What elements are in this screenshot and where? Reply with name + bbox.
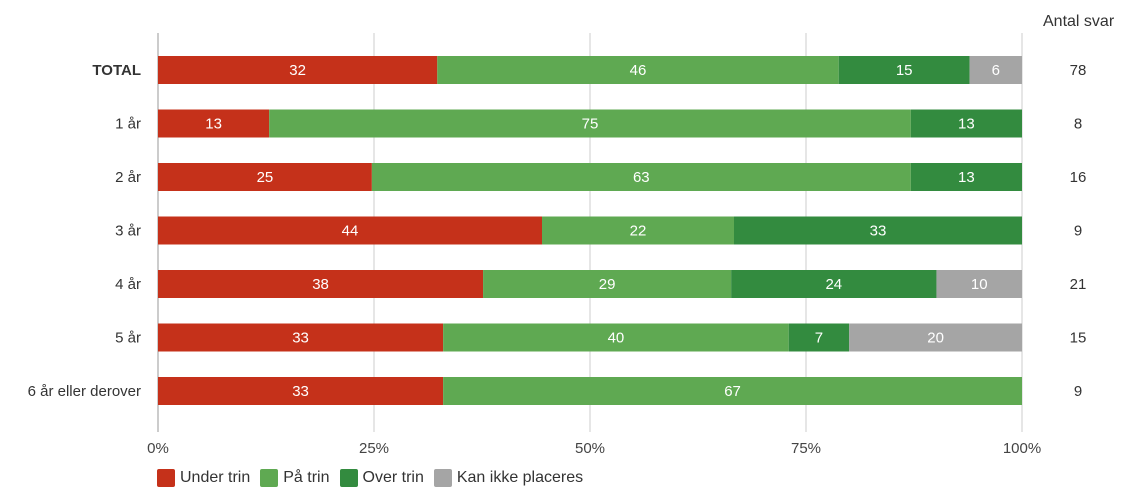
data-label-1-aar-over-trin: 13 xyxy=(958,116,975,133)
legend-label-paa-trin: På trin xyxy=(283,469,330,486)
count-value-4-aar: 21 xyxy=(1070,276,1087,293)
legend-label-over-trin: Over trin xyxy=(362,469,424,486)
bar-3-aar-under-trin xyxy=(158,216,542,245)
x-tick-label: 75% xyxy=(791,440,821,457)
count-value-1-aar: 8 xyxy=(1074,116,1082,133)
data-label-5-aar-over-trin: 7 xyxy=(815,330,823,347)
bar-3-aar-over-trin xyxy=(734,216,1022,245)
data-label-4-aar-over-trin: 24 xyxy=(825,276,842,293)
legend-swatch-paa-trin xyxy=(260,469,279,487)
legend-item-over-trin: Over trin xyxy=(339,469,424,487)
category-label-2-aar: 2 år xyxy=(115,169,141,186)
chart-legend: Under trin På trin Over trin Kan ikke pl… xyxy=(157,469,593,487)
data-label-6-aar-eller-derover-paa-trin: 67 xyxy=(724,383,741,400)
data-label-6-aar-eller-derover-under-trin: 33 xyxy=(292,383,309,400)
x-tick-label: 50% xyxy=(575,440,605,457)
bar-3-aar-paa-trin xyxy=(542,216,734,245)
bar-4-aar-over-trin xyxy=(731,270,937,298)
data-label-5-aar-paa-trin: 40 xyxy=(608,330,625,347)
legend-swatch-under-trin xyxy=(157,469,175,487)
data-label-3-aar-under-trin: 44 xyxy=(342,223,359,240)
bar-total-over-trin xyxy=(838,56,970,84)
bar-total-under-trin xyxy=(158,56,438,84)
legend-swatch-over-trin xyxy=(339,469,358,487)
bar-6-aar-eller-derover-under-trin xyxy=(158,377,444,405)
bar-4-aar-under-trin xyxy=(158,270,484,298)
x-tick-label: 25% xyxy=(359,440,389,457)
data-label-5-aar-kan-ikke-placeres: 20 xyxy=(927,330,944,347)
data-label-4-aar-paa-trin: 29 xyxy=(599,276,616,293)
data-label-total-under-trin: 32 xyxy=(289,62,306,79)
bar-1-aar-over-trin xyxy=(910,109,1022,138)
count-column-header: Antal svar xyxy=(1043,13,1115,30)
data-label-total-over-trin: 15 xyxy=(896,62,913,79)
data-label-total-kan-ikke-placeres: 6 xyxy=(992,62,1000,79)
bar-6-aar-eller-derover-paa-trin xyxy=(443,377,1022,405)
x-tick-label: 0% xyxy=(147,440,169,457)
data-label-5-aar-under-trin: 33 xyxy=(292,330,309,347)
data-label-1-aar-under-trin: 13 xyxy=(205,116,222,133)
count-value-2-aar: 16 xyxy=(1070,169,1087,186)
data-label-1-aar-paa-trin: 75 xyxy=(582,116,599,133)
data-label-3-aar-over-trin: 33 xyxy=(870,223,887,240)
bar-total-paa-trin xyxy=(437,56,839,84)
data-label-2-aar-under-trin: 25 xyxy=(257,169,274,186)
bar-2-aar-paa-trin xyxy=(371,163,911,191)
count-value-6-aar-eller-derover: 9 xyxy=(1074,383,1082,400)
data-label-4-aar-kan-ikke-placeres: 10 xyxy=(971,276,988,293)
x-tick-label: 100% xyxy=(1003,440,1041,457)
bar-5-aar-under-trin xyxy=(158,323,444,352)
bar-1-aar-under-trin xyxy=(158,109,270,138)
count-value-total: 78 xyxy=(1070,62,1087,79)
category-label-5-aar: 5 år xyxy=(115,330,141,347)
count-value-3-aar: 9 xyxy=(1074,223,1082,240)
data-label-2-aar-over-trin: 13 xyxy=(958,169,975,186)
data-label-total-paa-trin: 46 xyxy=(630,62,647,79)
bar-5-aar-over-trin xyxy=(788,323,850,352)
legend-label-under-trin: Under trin xyxy=(180,469,251,486)
bar-5-aar-paa-trin xyxy=(443,323,789,352)
bar-2-aar-over-trin xyxy=(910,163,1022,191)
bar-4-aar-kan-ikke-placeres xyxy=(936,270,1022,298)
bar-1-aar-paa-trin xyxy=(269,109,911,138)
legend-label-kan-ikke-placeres: Kan ikke placeres xyxy=(456,469,584,486)
bar-2-aar-under-trin xyxy=(158,163,372,191)
category-label-3-aar: 3 år xyxy=(115,223,141,240)
data-label-3-aar-paa-trin: 22 xyxy=(630,223,647,240)
bar-total-kan-ikke-placeres xyxy=(969,56,1022,84)
category-label-4-aar: 4 år xyxy=(115,276,141,293)
bar-5-aar-kan-ikke-placeres xyxy=(849,323,1022,352)
legend-swatch-kan-ikke-placeres xyxy=(433,469,452,487)
data-label-2-aar-paa-trin: 63 xyxy=(633,169,650,186)
bar-4-aar-paa-trin xyxy=(483,270,732,298)
legend-item-under-trin: Under trin xyxy=(157,469,250,487)
category-label-6-aar-eller-derover: 6 år eller derover xyxy=(28,383,141,400)
category-label-1-aar: 1 år xyxy=(115,116,141,133)
legend-item-paa-trin: På trin xyxy=(260,469,330,487)
count-value-5-aar: 15 xyxy=(1070,330,1087,347)
data-label-4-aar-under-trin: 38 xyxy=(312,276,329,293)
category-label-total: TOTAL xyxy=(92,62,141,79)
legend-item-kan-ikke-placeres: Kan ikke placeres xyxy=(433,469,584,487)
